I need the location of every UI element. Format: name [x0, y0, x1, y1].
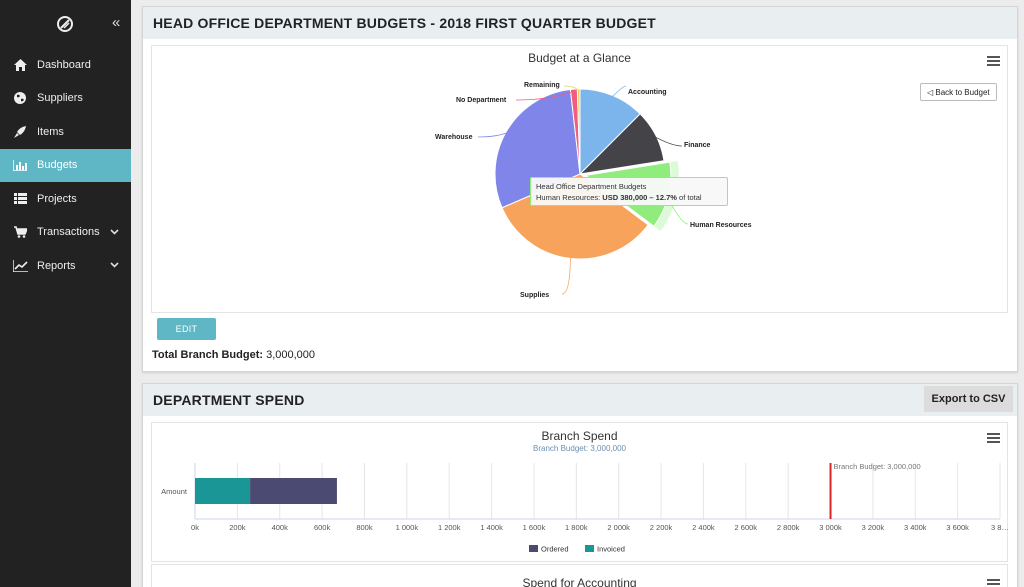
total-branch-budget: Total Branch Budget: 3,000,000: [152, 349, 315, 361]
panel-title: DEPARTMENT SPEND: [143, 384, 1017, 416]
x-tick-label: 400k: [272, 523, 289, 532]
accounting-spend-chart-container: Spend for Accounting: [151, 564, 1008, 587]
x-tick-label: 800k: [356, 523, 373, 532]
tooltip-body: Human Resources: USD 380,000 – 12.7% of …: [536, 192, 722, 203]
pie-connector: [563, 85, 580, 92]
bar-ordered[interactable]: [250, 478, 337, 504]
x-tick-label: 2 800k: [777, 523, 800, 532]
bar-invoiced[interactable]: [195, 478, 251, 504]
x-tick-label: 2 000k: [607, 523, 630, 532]
sidebar-item-label: Suppliers: [37, 92, 83, 105]
tooltip-value: USD 380,000 – 12.7%: [602, 193, 677, 202]
x-tick-label: 3 8…: [991, 523, 1009, 532]
sidebar-item-label: Dashboard: [37, 58, 91, 71]
pie-label-human-resources: Human Resources: [690, 222, 752, 229]
tooltip-header: Head Office Department Budgets: [536, 182, 647, 191]
line-chart-icon: [12, 258, 28, 274]
chart-title: Branch Spend: [541, 429, 618, 443]
chart-tooltip: Head Office Department Budgets Human Res…: [530, 177, 728, 206]
total-label: Total Branch Budget:: [152, 349, 264, 361]
x-tick-label: 3 600k: [946, 523, 969, 532]
pie-connector: [653, 135, 683, 147]
chart-menu-icon[interactable]: [987, 433, 1000, 443]
x-tick-label: 200k: [229, 523, 246, 532]
x-tick-label: 1 400k: [480, 523, 503, 532]
budget-plot-line: [829, 463, 832, 519]
x-tick-label: 2 600k: [735, 523, 758, 532]
x-tick-label: 1 600k: [523, 523, 546, 532]
pie-connector: [611, 85, 627, 98]
export-csv-button[interactable]: Export to CSV: [924, 386, 1013, 412]
x-tick-label: 1 000k: [396, 523, 419, 532]
sidebar-item-reports[interactable]: Reports: [0, 249, 131, 283]
x-tick-label: 2 200k: [650, 523, 673, 532]
chart-menu-icon[interactable]: [987, 579, 1000, 587]
x-tick-label: 600k: [314, 523, 331, 532]
panel-title: HEAD OFFICE DEPARTMENT BUDGETS - 2018 FI…: [143, 7, 1017, 39]
cart-icon: [12, 224, 28, 240]
sidebar-item-budgets[interactable]: Budgets: [0, 148, 131, 182]
department-spend-panel: DEPARTMENT SPEND Export to CSV Branch Sp…: [142, 383, 1018, 587]
pie-label-finance: Finance: [684, 142, 711, 149]
pie-label-no-department: No Department: [456, 97, 507, 104]
pie-label-warehouse: Warehouse: [435, 134, 473, 141]
sidebar: « Dashboard Suppliers Items Budgets Proj…: [0, 0, 131, 587]
pie-slice-finance[interactable]: [578, 113, 665, 175]
globe-icon: [12, 90, 28, 106]
chart-subtitle: Branch Budget: 3,000,000: [533, 444, 626, 453]
logo-icon: [57, 16, 73, 32]
chart-title: Budget at a Glance: [528, 51, 631, 65]
sidebar-item-items[interactable]: Items: [0, 115, 131, 149]
sidebar-item-label: Projects: [37, 192, 77, 205]
sidebar-item-suppliers[interactable]: Suppliers: [0, 82, 131, 116]
legend-swatch[interactable]: [529, 545, 538, 552]
legend-label[interactable]: Ordered: [541, 545, 569, 554]
pie-connector: [561, 256, 571, 295]
x-tick-label: 2 400k: [692, 523, 715, 532]
x-tick-label: 3 400k: [904, 523, 927, 532]
sidebar-item-label: Reports: [37, 259, 76, 272]
sidebar-item-label: Transactions: [37, 226, 100, 239]
home-icon: [12, 57, 28, 73]
x-tick-label: 3 000k: [819, 523, 842, 532]
chart-title: Spend for Accounting: [522, 576, 637, 587]
chart-menu-icon[interactable]: [987, 56, 1000, 66]
edit-button[interactable]: EDIT: [157, 318, 216, 340]
sidebar-item-label: Items: [37, 125, 64, 138]
sidebar-item-transactions[interactable]: Transactions: [0, 216, 131, 250]
x-tick-label: 0k: [191, 523, 199, 532]
pie-connector: [515, 90, 575, 101]
sidebar-item-label: Budgets: [37, 159, 78, 172]
tooltip-suffix: of total: [679, 193, 702, 202]
sidebar-item-projects[interactable]: Projects: [0, 182, 131, 216]
collapse-sidebar-icon[interactable]: «: [112, 14, 121, 31]
legend-swatch[interactable]: [585, 545, 594, 552]
bar-chart-icon: [12, 157, 28, 173]
budget-plot-line-label: Branch Budget: 3,000,000: [834, 462, 921, 471]
pie-slice-accounting[interactable]: [579, 88, 641, 176]
pie-label-supplies: Supplies: [520, 292, 550, 299]
bar-chart: 0k 200k 400k 600k 800k 1 000k 1 200k 1 400k 1 60…: [161, 462, 1009, 554]
sidebar-item-dashboard[interactable]: Dashboard: [0, 48, 131, 82]
legend-label[interactable]: Invoiced: [597, 545, 625, 554]
y-category-label: Amount: [161, 487, 188, 496]
x-tick-label: 1 200k: [438, 523, 461, 532]
x-tick-label: 1 800k: [565, 523, 588, 532]
budget-panel: HEAD OFFICE DEPARTMENT BUDGETS - 2018 FI…: [142, 6, 1018, 372]
pie-label-remaining: Remaining: [524, 82, 560, 89]
tooltip-series: Human Resources:: [536, 193, 601, 202]
pie-chart-container: Budget at a Glance ◁ Back to Budget Acco…: [151, 45, 1008, 313]
sidebar-header: «: [0, 0, 131, 48]
chevron-down-icon[interactable]: [110, 227, 119, 236]
pie-connector: [477, 132, 509, 138]
total-value: 3,000,000: [266, 349, 316, 361]
list-icon: [12, 191, 28, 207]
back-to-budget-button[interactable]: ◁ Back to Budget: [920, 83, 997, 101]
x-tick-label: 3 200k: [862, 523, 885, 532]
pie-label-accounting: Accounting: [628, 89, 667, 96]
rocket-icon: [12, 124, 28, 140]
branch-spend-chart-container: Branch Spend Branch Budget: 3,000,000 0k…: [151, 422, 1009, 562]
chevron-down-icon[interactable]: [110, 260, 119, 269]
